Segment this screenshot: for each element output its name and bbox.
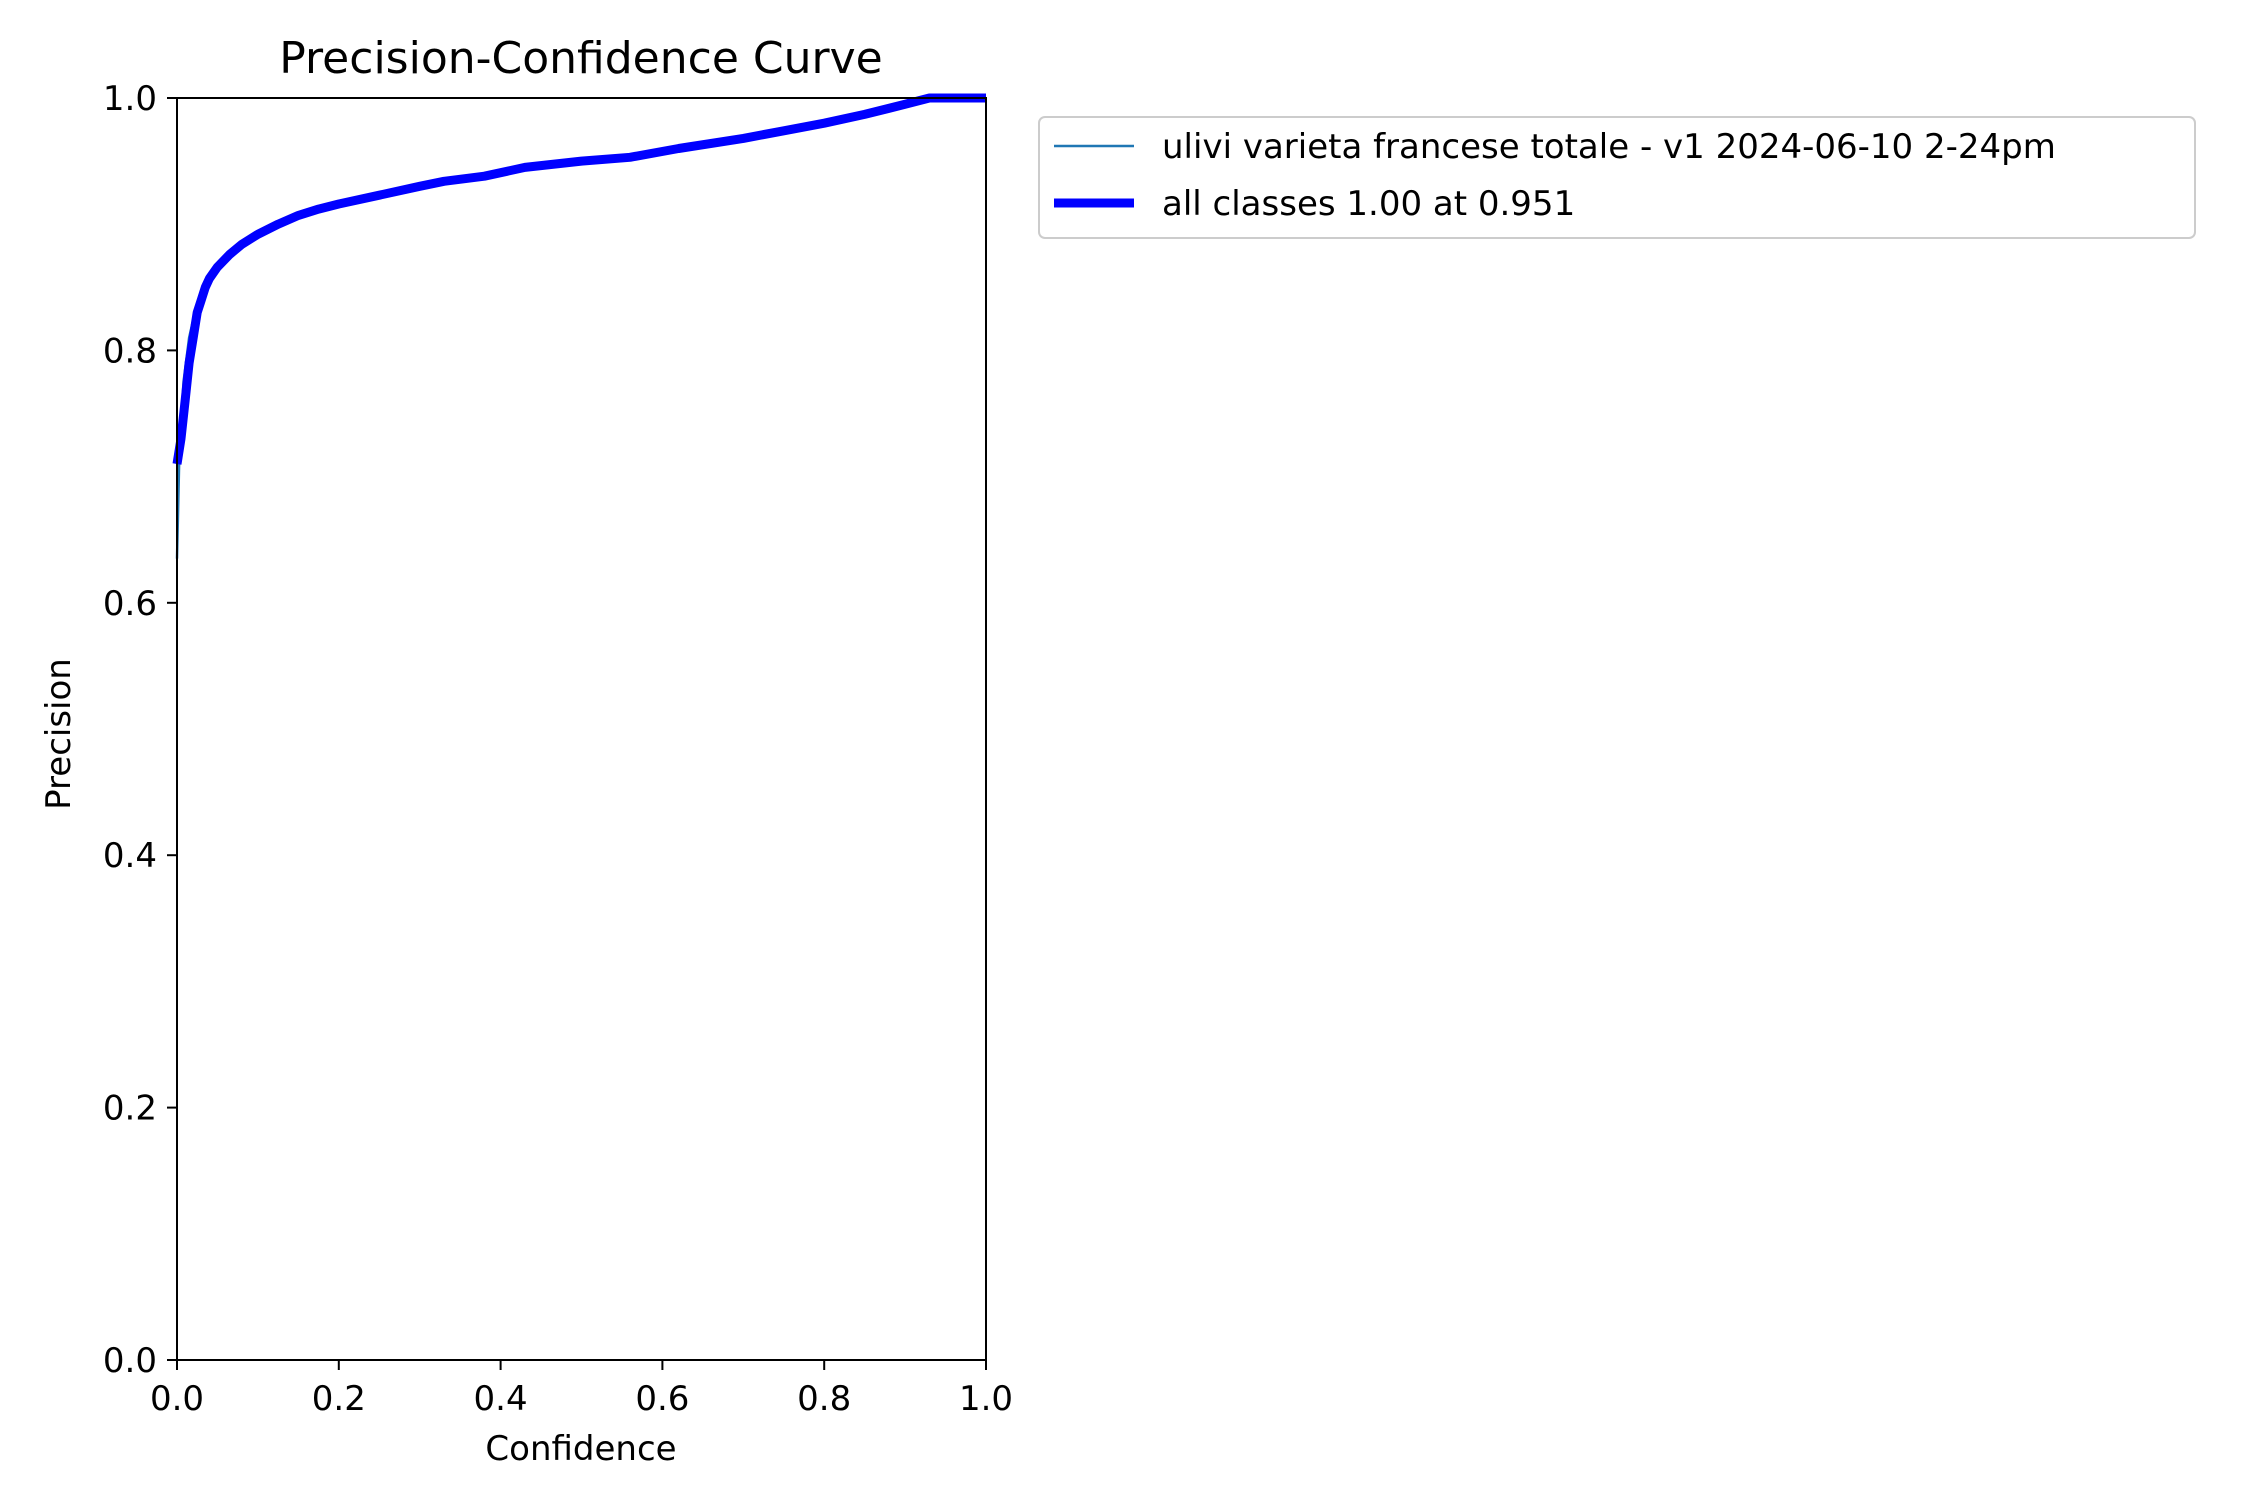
legend-label-series-1: ulivi varieta francese totale - v1 2024-…: [1162, 127, 2056, 167]
y-tick-label: 0.8: [103, 331, 157, 371]
x-tick-label: 1.0: [959, 1379, 1013, 1419]
legend: ulivi varieta francese totale - v1 2024-…: [1038, 116, 2196, 239]
x-tick-label: 0.4: [474, 1379, 528, 1419]
x-tick-label: 0.6: [635, 1379, 689, 1419]
x-axis-ticks: 0.0 0.2 0.4 0.6 0.8 1.0: [150, 1360, 1013, 1419]
plot-series: [172, 93, 986, 559]
y-tick-label: 0.4: [103, 836, 157, 876]
y-tick-label: 0.6: [103, 584, 157, 624]
plot-frame: [176, 97, 987, 1361]
x-tick-label: 0.2: [312, 1379, 366, 1419]
y-tick-label: 0.2: [103, 1089, 157, 1129]
series-line-2: [172, 93, 986, 465]
x-tick-label: 0.8: [797, 1379, 851, 1419]
y-axis-label: Precision: [39, 658, 79, 810]
y-tick-label: 0.0: [103, 1341, 157, 1381]
y-axis-ticks: 0.0 0.2 0.4 0.6 0.8 1.0: [103, 79, 177, 1381]
x-tick-label: 0.0: [150, 1379, 204, 1419]
legend-box: [1038, 116, 2196, 239]
chart-title: Precision-Confidence Curve: [279, 33, 882, 84]
legend-label-series-2: all classes 1.00 at 0.951: [1162, 184, 1575, 224]
x-axis-label: Confidence: [485, 1429, 676, 1469]
y-tick-label: 1.0: [103, 79, 157, 119]
